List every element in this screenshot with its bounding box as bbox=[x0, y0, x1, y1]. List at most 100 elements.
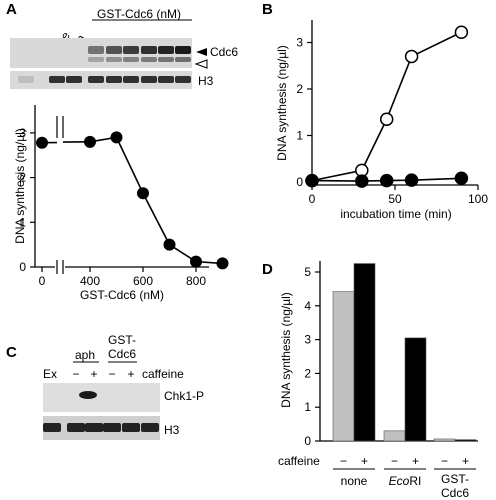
panel-letter-c: C bbox=[6, 344, 17, 361]
chart-a-ytick-label: 3 bbox=[19, 126, 26, 140]
h3-band bbox=[49, 76, 65, 83]
chart-d-ytick-label: 4 bbox=[304, 299, 311, 313]
chart-d-bar bbox=[332, 291, 355, 442]
cdc6-band bbox=[123, 46, 139, 54]
chart-d-cat-ecori: EcoRI bbox=[389, 474, 422, 488]
chart-a-point bbox=[110, 131, 123, 144]
chart-a-xlabel: GST-Cdc6 (nM) bbox=[80, 288, 164, 302]
chart-b-filled-point bbox=[404, 173, 419, 187]
chk1-p-band bbox=[79, 391, 97, 399]
chart-d-sign: − bbox=[391, 454, 398, 468]
chart-a-point bbox=[163, 238, 176, 251]
chart-b-xlabel: incubation time (min) bbox=[340, 207, 451, 221]
chart-d-ytick-label: 0 bbox=[304, 434, 311, 448]
chart-a-ytick-label: 2 bbox=[19, 171, 26, 185]
chart-b: 0 1 2 3 0 50 100 DNA synthesis (ng/µl) incubat… bbox=[275, 20, 488, 221]
chart-a-xtick-label: 400 bbox=[80, 274, 100, 288]
h3-band bbox=[88, 76, 104, 83]
h3-band bbox=[123, 76, 139, 83]
chart-b-filled-point bbox=[305, 173, 319, 188]
blot-c-caffeine-label: caffeine bbox=[142, 367, 184, 381]
chart-a-point bbox=[36, 136, 48, 149]
chart-d-sign: + bbox=[361, 454, 368, 468]
h3-band bbox=[122, 423, 140, 432]
cdc6-lower-band bbox=[141, 57, 157, 62]
chart-b-ytick-label: 0 bbox=[296, 175, 303, 189]
chart-b-filled-point bbox=[355, 174, 369, 188]
chart-b-filled-point bbox=[379, 173, 394, 188]
chart-b-open-point bbox=[454, 25, 469, 40]
chart-d-ylabel: DNA synthesis (ng/µl) bbox=[279, 292, 293, 408]
chart-b-series-line-1 bbox=[311, 31, 462, 182]
chart-a-xtick-label: 600 bbox=[133, 274, 153, 288]
h3-band bbox=[141, 76, 157, 83]
chart-a: 0 1 2 3 0 400 600 800 DNA synthesis (ng/µl) GST… bbox=[13, 105, 229, 302]
chart-a-ytick-label: 0 bbox=[19, 260, 26, 274]
chart-d-ytick-label: 1 bbox=[304, 400, 311, 414]
cdc6-filled-arrowhead bbox=[196, 48, 207, 56]
chart-b-filled-point bbox=[454, 171, 469, 186]
blot-c-ex-label: Ex bbox=[43, 367, 57, 381]
cdc6-band bbox=[106, 46, 122, 54]
blot-c-sign-2: + bbox=[90, 367, 97, 381]
cdc6-band bbox=[141, 46, 157, 54]
cdc6-lower-band bbox=[158, 57, 174, 62]
panel-letter-d: D bbox=[262, 261, 273, 278]
blot-a-cdc6-strip bbox=[10, 38, 192, 68]
blot-c-sign-4: + bbox=[127, 367, 134, 381]
chart-d-cat-ecori-rest: RI bbox=[409, 474, 421, 488]
chart-d-caffeine-label: caffeine bbox=[278, 454, 320, 468]
chart-b-ytick-label: 3 bbox=[296, 36, 303, 50]
cdc6-band bbox=[88, 46, 104, 54]
chart-d-sign: + bbox=[462, 454, 469, 468]
chart-d-cat-ecori-italic: Eco bbox=[389, 474, 410, 488]
blot-a-gst-header: GST-Cdc6 (nM) bbox=[97, 7, 181, 21]
chart-b-xtick-label: 100 bbox=[468, 192, 488, 206]
chart-d-ytick-label: 5 bbox=[304, 265, 311, 279]
cdc6-open-arrowhead bbox=[194, 59, 208, 69]
chart-b-open-point bbox=[404, 49, 419, 64]
chart-d-sign: + bbox=[412, 454, 419, 468]
blot-a-marker-h3: H3 bbox=[198, 74, 214, 88]
h3-band bbox=[66, 76, 82, 83]
chart-a-series-line bbox=[89, 136, 223, 265]
blot-c-marker-chk1: Chk1-P bbox=[164, 389, 204, 403]
chart-b-xtick-label: 50 bbox=[388, 192, 402, 206]
chart-a-ytick-label: 1 bbox=[19, 215, 26, 229]
h3-band bbox=[175, 76, 191, 83]
chart-a-xtick-label: 0 bbox=[39, 274, 46, 288]
chart-b-xtick-label: 0 bbox=[309, 192, 316, 206]
chart-d-bar bbox=[454, 439, 477, 442]
blot-c-sign-3: − bbox=[108, 367, 115, 381]
cdc6-lower-band bbox=[88, 57, 104, 62]
h3-band bbox=[43, 423, 61, 432]
chart-b-ytick-label: 2 bbox=[296, 82, 303, 96]
h3-band bbox=[85, 423, 103, 432]
cdc6-lower-band bbox=[123, 57, 139, 62]
h3-band bbox=[67, 423, 85, 432]
blot-a-h3-strip bbox=[10, 71, 192, 89]
chart-a-point bbox=[216, 257, 229, 270]
h3-band bbox=[158, 76, 174, 83]
chart-d-ytick-label: 3 bbox=[304, 333, 311, 347]
chart-d-cat-none: none bbox=[341, 474, 368, 488]
cdc6-band bbox=[175, 46, 191, 54]
blot-a-marker-cdc6: Cdc6 bbox=[210, 45, 238, 59]
chart-a-ylabel: DNA synthesis (ng/µl) bbox=[13, 128, 27, 244]
panel-letter-b: B bbox=[262, 1, 273, 18]
chart-d-bar bbox=[383, 430, 406, 442]
h3-band bbox=[141, 423, 159, 432]
chart-b-ylabel: DNA synthesis (ng/µl) bbox=[275, 45, 289, 161]
blot-c-sign-1: − bbox=[72, 367, 79, 381]
chart-d-sign: − bbox=[441, 454, 448, 468]
chart-d-sign: − bbox=[340, 454, 347, 468]
chart-a-point bbox=[84, 135, 96, 148]
chart-a-axis-break bbox=[55, 116, 65, 274]
chart-d-bar bbox=[433, 438, 456, 442]
chart-d-bar bbox=[404, 337, 427, 442]
blot-c-marker-h3: H3 bbox=[164, 423, 180, 437]
chart-a-point bbox=[190, 255, 202, 268]
chart-b-open-point bbox=[379, 112, 394, 126]
chart-d-bar bbox=[353, 263, 376, 442]
